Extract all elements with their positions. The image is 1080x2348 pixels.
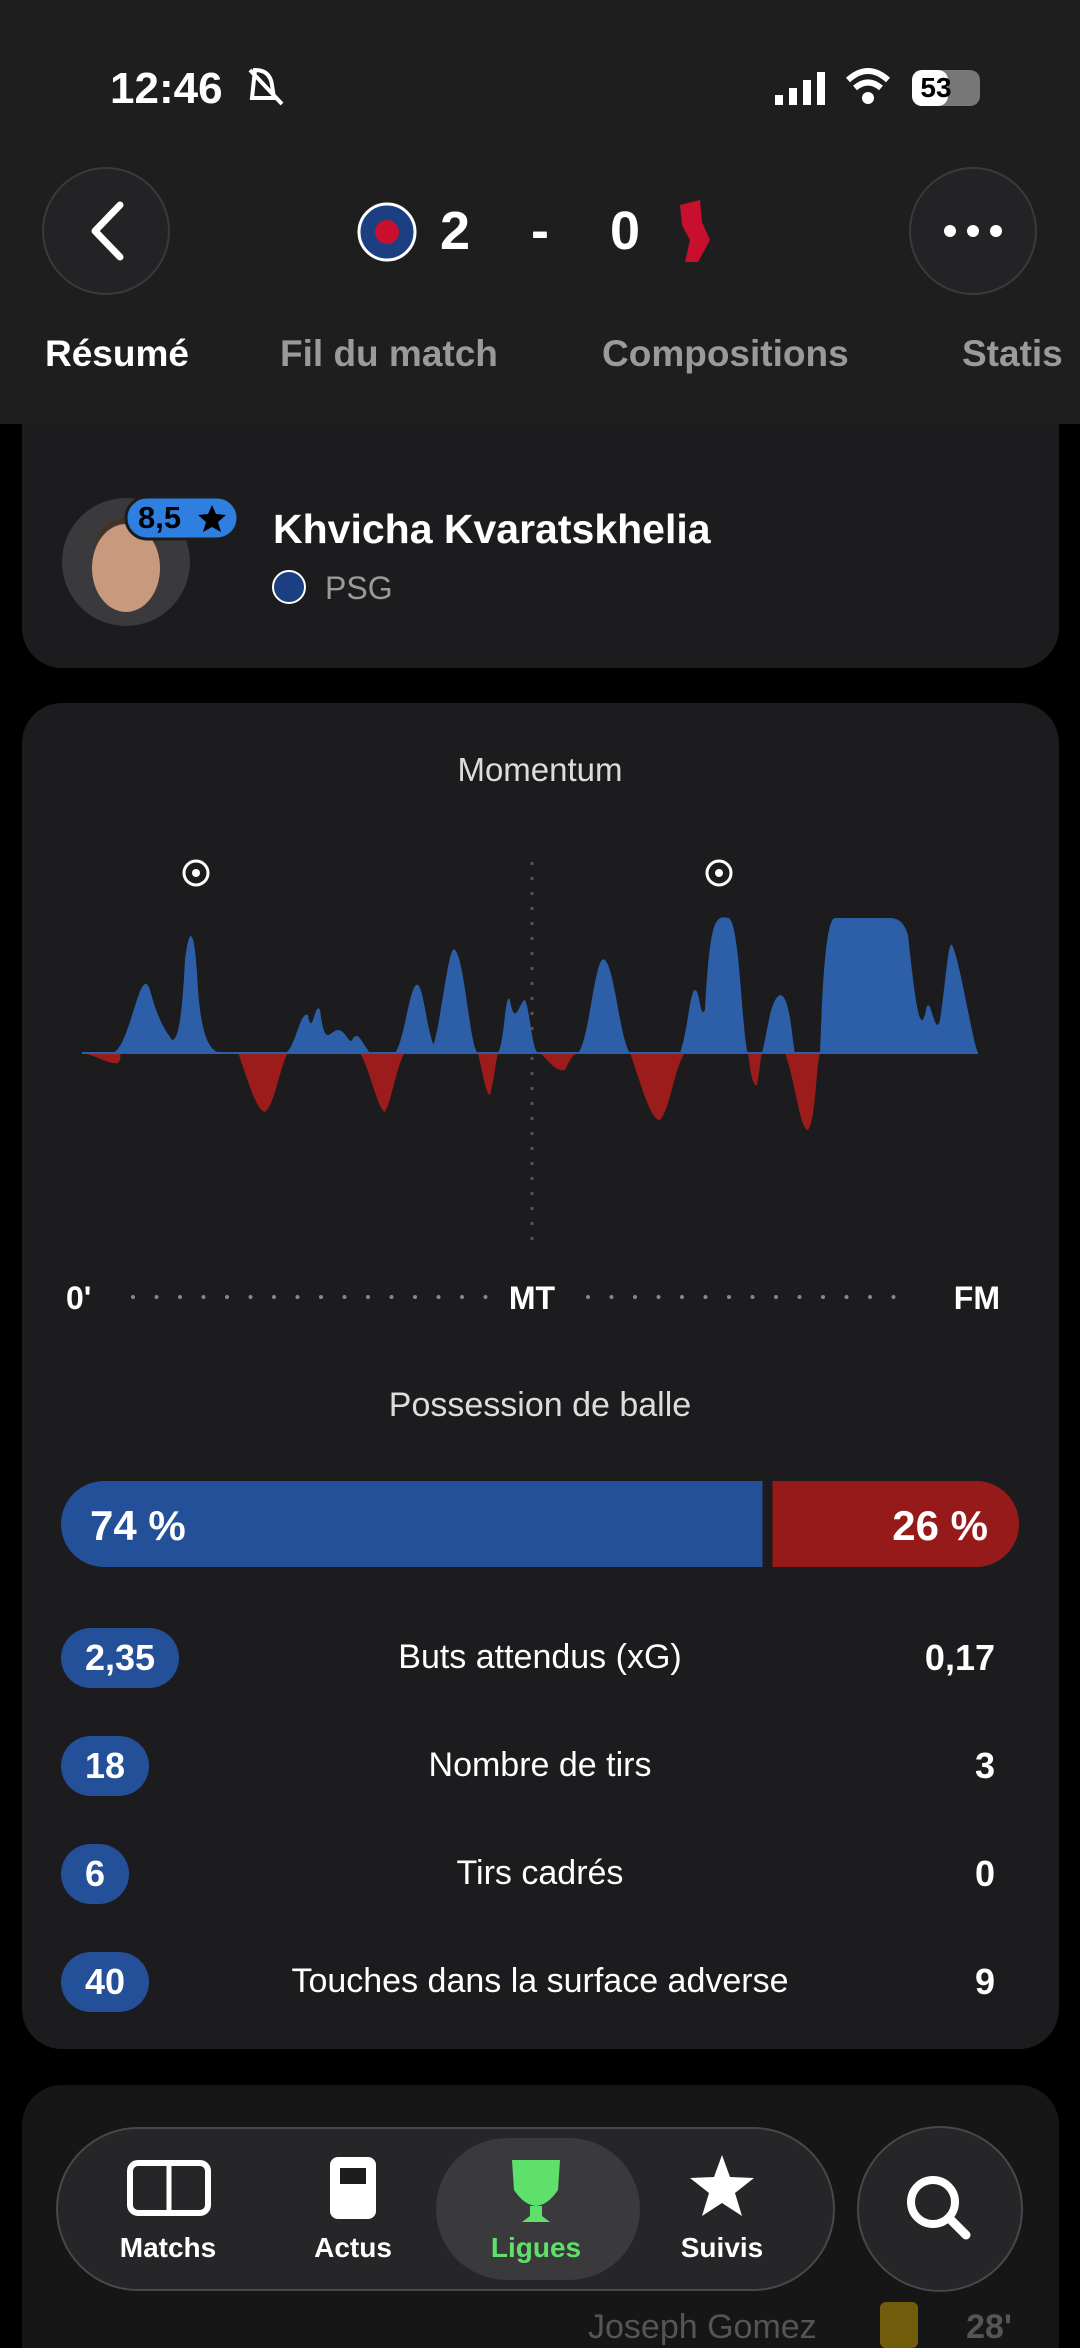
player-face	[92, 524, 160, 612]
nav-item[interactable]: Suivis	[680, 2232, 764, 2263]
stats-card	[22, 703, 1059, 2049]
nav-item[interactable]: Matchs	[119, 2232, 217, 2263]
tab[interactable]: Résumé	[45, 333, 189, 374]
back-button[interactable]	[42, 167, 170, 295]
event-minute: 28'	[966, 2308, 1012, 2346]
stat-away: 0	[974, 1853, 995, 1894]
timeline-label: MT	[508, 1280, 556, 1316]
rating-star	[198, 505, 226, 532]
yellow-card	[880, 2302, 918, 2348]
tab[interactable]: Compositions	[602, 333, 849, 374]
stat-label: Tirs cadrés	[456, 1854, 624, 1892]
score: 2 - 0	[440, 200, 640, 262]
player-rating: 8,5	[138, 500, 182, 535]
stat-away: 9	[974, 1961, 995, 2002]
possession-title: Possession de balle	[388, 1386, 692, 1424]
score-separator: -	[531, 201, 549, 261]
away-score: 0	[609, 201, 640, 261]
timeline-label: FM	[953, 1280, 1000, 1316]
stat-away: 3	[974, 1745, 995, 1786]
player-team: PSG	[325, 570, 393, 606]
timeline-label: 0'	[66, 1280, 92, 1316]
actus-icon-img	[340, 2168, 366, 2184]
stat-home: 6	[61, 1844, 130, 1904]
momentum-title: Momentum	[457, 751, 623, 788]
possession-away-bar	[772, 1481, 1019, 1567]
stat-label: Nombre de tirs	[428, 1746, 652, 1784]
more-icon	[944, 225, 1002, 237]
lfc-logo	[680, 200, 710, 262]
rating-badge	[124, 495, 240, 541]
momentum-away	[82, 1053, 820, 1130]
stat-home: 40	[61, 1952, 150, 2012]
nav-item[interactable]: Actus	[314, 2232, 392, 2263]
possession-away-label: 26 %	[892, 1502, 988, 1549]
psg-logo-inner	[375, 220, 399, 244]
momentum-home	[112, 917, 978, 1053]
ligues-icon	[512, 2160, 560, 2222]
home-score: 2	[440, 201, 471, 261]
search-icon	[907, 2176, 959, 2228]
header-bg	[0, 0, 1080, 424]
possession-home-bar	[61, 1481, 763, 1567]
status-time: 12:46	[110, 64, 223, 113]
stat-home: 18	[61, 1736, 150, 1796]
nav-item[interactable]: Ligues	[490, 2232, 582, 2263]
team-logo	[272, 570, 306, 604]
stat-home: 2,35	[61, 1628, 180, 1688]
tab[interactable]: Fil du match	[280, 333, 498, 374]
search-icon-handle	[944, 2213, 971, 2240]
back-icon	[91, 201, 124, 261]
status-icons	[248, 67, 980, 106]
search-button[interactable]	[857, 2126, 1023, 2292]
tab[interactable]: Statis	[962, 333, 1063, 374]
goal-icon-dots	[192, 869, 723, 877]
stat-away: 0,17	[924, 1637, 995, 1678]
battery-level: 53	[920, 72, 952, 103]
suivis-icon	[690, 2155, 754, 2216]
stat-label: Buts attendus (xG)	[398, 1638, 682, 1676]
event-player: Joseph Gomez	[588, 2308, 817, 2346]
stat-label: Touches dans la surface adverse	[291, 1962, 789, 2000]
possession-home-label: 74 %	[90, 1502, 186, 1549]
actus-icon	[330, 2157, 376, 2219]
player-name: Khvicha Kvaratskhelia	[273, 506, 711, 552]
